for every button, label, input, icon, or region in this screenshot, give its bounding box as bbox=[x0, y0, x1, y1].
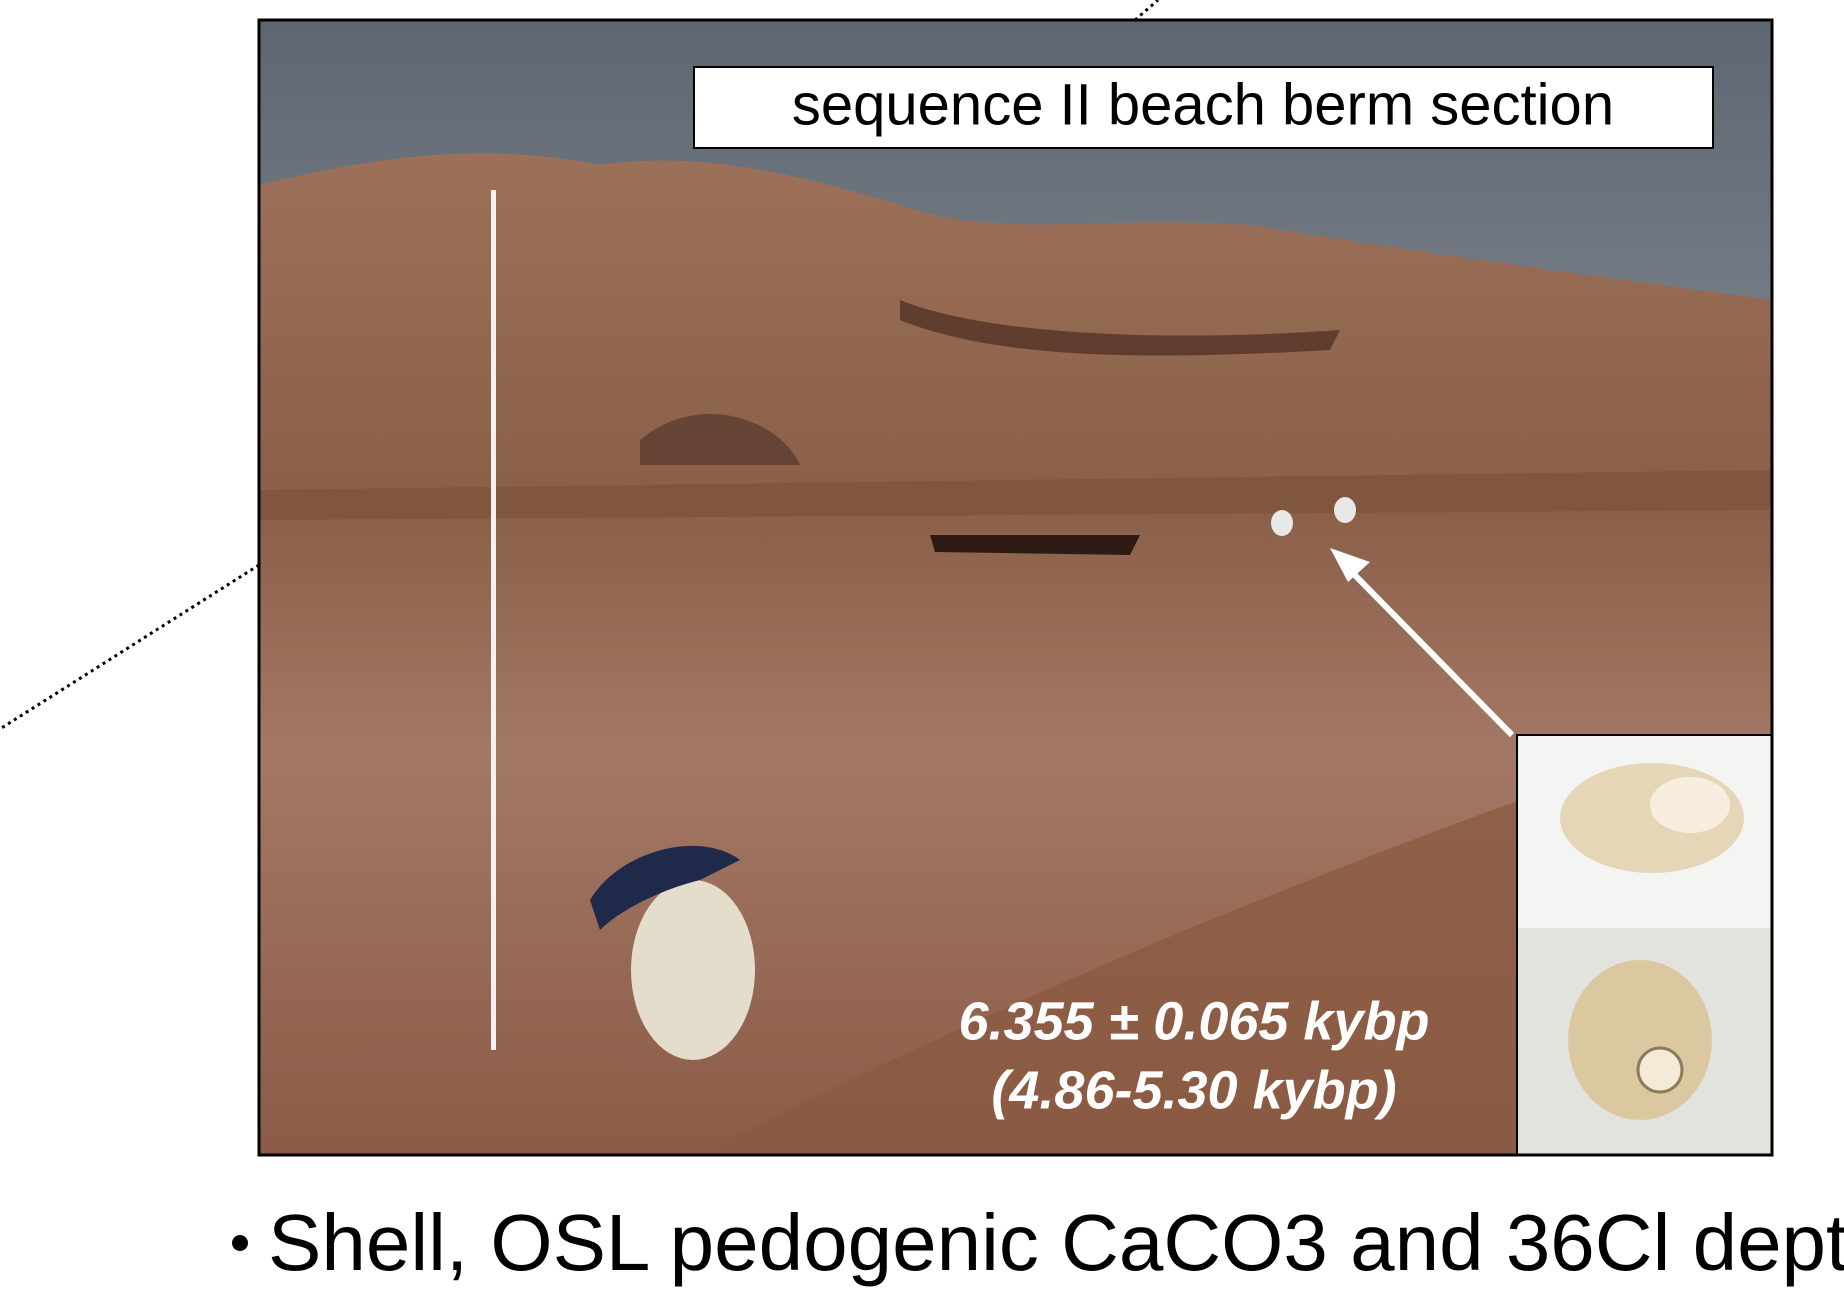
age-text: 6.355 ± 0.065 kybp bbox=[959, 991, 1430, 1051]
inset bbox=[1517, 735, 1772, 1155]
leader-line bbox=[0, 565, 259, 729]
slide: sequence II beach berm section 6.355 ± 0… bbox=[0, 0, 1844, 1291]
figure-label: sequence II beach berm section bbox=[792, 72, 1614, 137]
bullet-text: Shell, OSL pedogenic CaCO3 and 36Cl dept… bbox=[268, 1198, 1844, 1287]
age-range: (4.86-5.30 kybp) bbox=[991, 1060, 1396, 1120]
leader-line bbox=[1135, 0, 1158, 20]
bullet-dot bbox=[232, 1235, 248, 1251]
page: sequence II beach berm section 6.355 ± 0… bbox=[0, 0, 1844, 1291]
